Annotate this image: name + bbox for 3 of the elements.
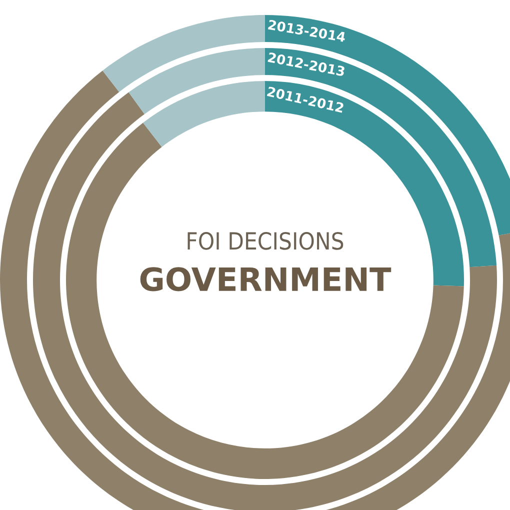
slice-label: 2013-2014	[268, 20, 346, 42]
text: FOI DECISIONS	[188, 232, 344, 250]
text: GOVERNMENT	[140, 267, 392, 292]
